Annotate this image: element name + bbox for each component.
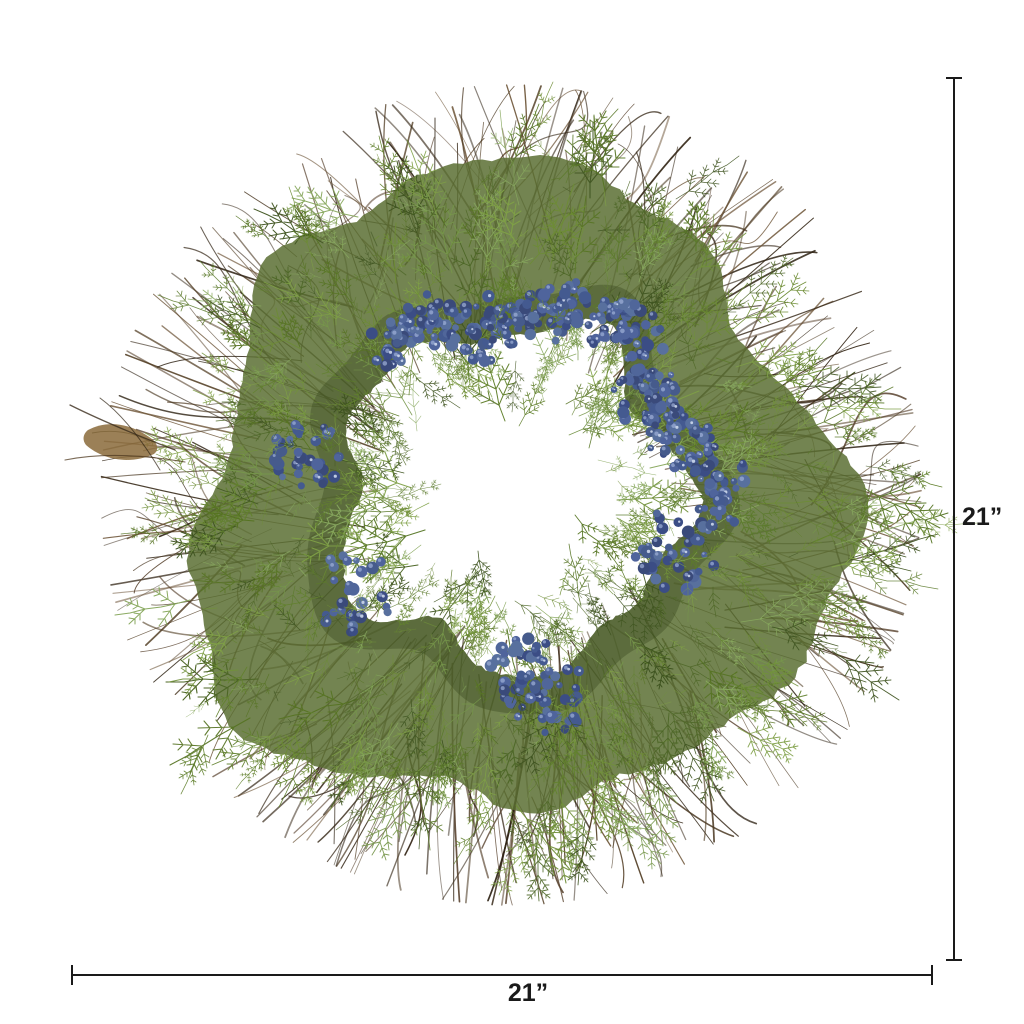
- svg-text:21”: 21”: [508, 979, 548, 1007]
- svg-text:21”: 21”: [962, 503, 1002, 531]
